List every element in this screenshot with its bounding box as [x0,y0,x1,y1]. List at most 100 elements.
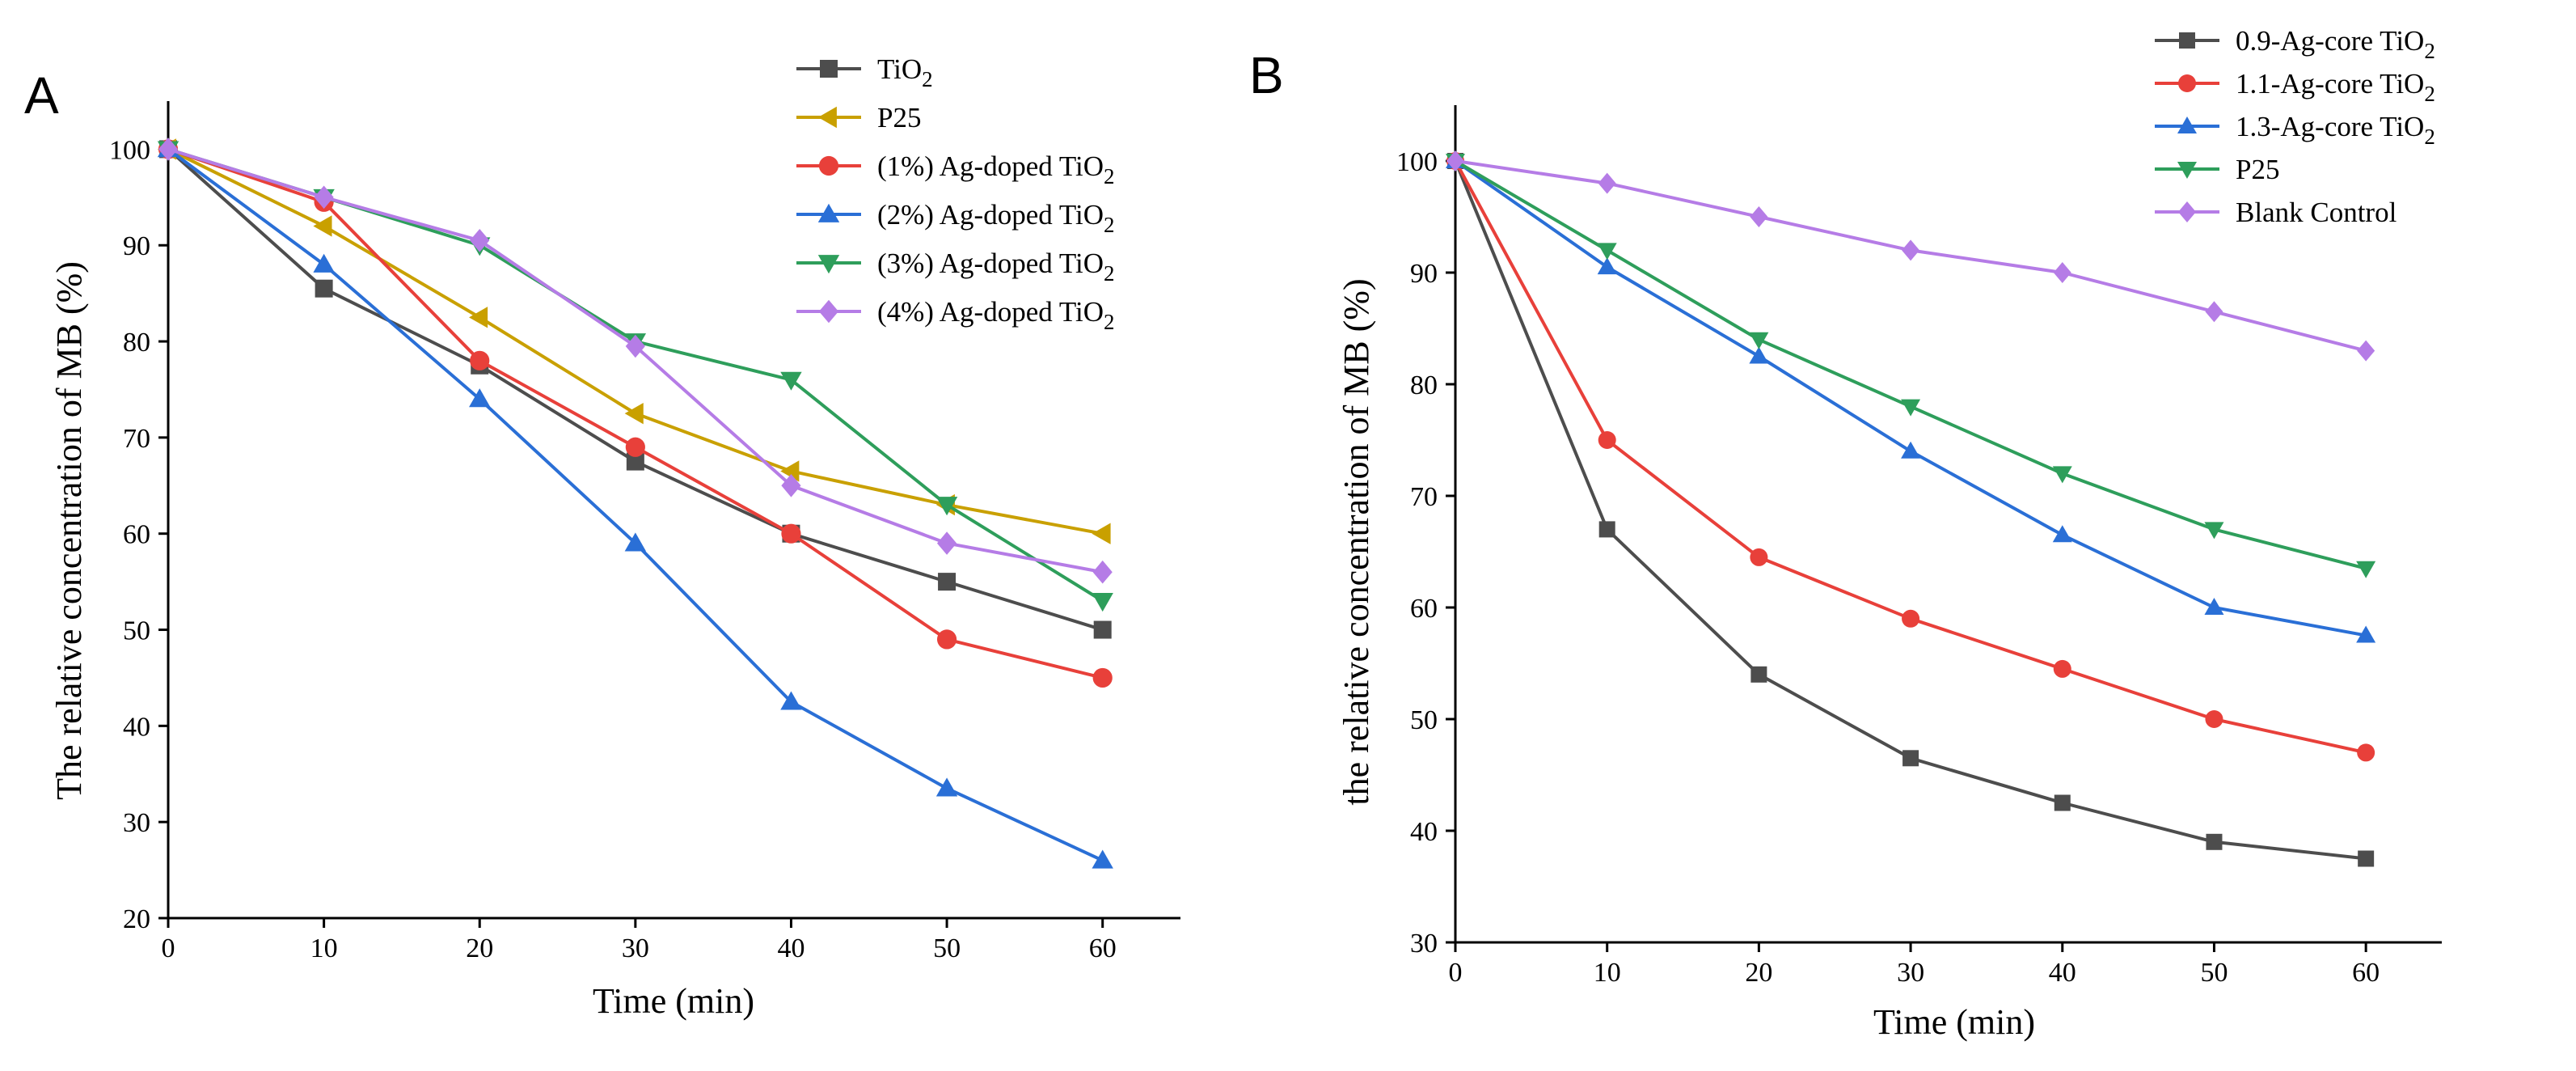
data-point [780,691,802,710]
y-tick-label: 80 [123,328,150,358]
legend-item-b-0: 0.9-Ag-core TiO2 [2155,25,2435,63]
data-point [1749,332,1769,349]
data-point [625,437,645,457]
data-point [1092,523,1111,544]
legend-label-subscript: 2 [1104,310,1115,334]
data-point [1092,560,1113,584]
data-point [2204,598,2224,615]
data-point [781,473,801,497]
legend-marker [2179,32,2195,49]
data-point [780,460,800,482]
data-point [2205,301,2223,323]
y-tick-label: 50 [123,616,150,646]
data-point [1749,346,1769,364]
x-tick-label: 40 [777,933,804,963]
data-point [781,523,801,544]
x-tick-label: 10 [310,933,338,963]
data-point [2052,525,2072,543]
x-axis-title-b: Time (min) [1873,1002,2035,1042]
legend-label-subscript: 2 [1104,164,1115,188]
legend-marker [2177,116,2197,133]
legend-label-subscript: 2 [922,67,933,91]
y-tick-label: 20 [123,904,150,934]
data-point [1901,399,1921,417]
data-point [314,185,334,210]
data-point [2204,522,2224,540]
x-tick-label: 40 [2049,958,2076,988]
y-tick-label: 60 [123,520,150,550]
panel-b: B Time (min) the relative concentration … [1249,25,2442,1042]
legend-label-text: 0.9-Ag-core TiO [2236,25,2424,57]
x-axis-title-a: Time (min) [593,981,754,1021]
panel-a: A Time (min) The relative concentration … [24,53,1180,1021]
panel-label-b: B [1249,46,1284,104]
data-point [2205,710,2223,728]
data-point [1092,592,1113,612]
data-point [2053,659,2071,678]
data-point [158,138,179,161]
legend-label-text: P25 [2236,154,2279,185]
series-b-4 [1446,150,2375,362]
data-point [2357,743,2375,762]
data-point [2054,794,2071,811]
legend-item-a-2: (1%) Ag-doped TiO2 [796,150,1115,188]
legend-label: Blank Control [2236,197,2397,228]
data-point [313,215,332,237]
data-point [2053,262,2071,283]
panel-label-a: A [24,66,59,125]
data-point [1092,849,1113,869]
y-tick-label: 40 [123,712,150,742]
legend-label: 0.9-Ag-core TiO2 [2236,25,2435,63]
data-point [313,253,335,273]
x-tick-label: 10 [1594,958,1621,988]
data-point [470,350,490,370]
data-point [1598,521,1615,538]
data-point [2358,850,2375,867]
legend-label-text: (3%) Ag-doped TiO [877,248,1104,279]
y-tick-label: 30 [123,808,150,838]
y-tick-label: 60 [1410,594,1438,624]
data-point [1902,609,1920,628]
data-point [938,573,956,591]
legend-marker [820,60,838,78]
legend-label-text: (4%) Ag-doped TiO [877,296,1104,328]
x-tick-label: 60 [1089,933,1117,963]
legend-label-subscript: 2 [2424,82,2435,106]
legend-label-subscript: 2 [1104,261,1115,286]
legend-label-text: (1%) Ag-doped TiO [877,150,1104,182]
legend-marker [817,106,837,129]
legend-item-b-4: Blank Control [2155,197,2397,228]
data-point [469,388,491,408]
data-point [935,777,958,797]
legend-item-b-3: P25 [2155,154,2279,185]
legend-label-text: 1.1-Ag-core TiO [2236,68,2424,99]
series-a-5 [158,138,1113,584]
data-point [2206,833,2223,850]
series-b-0 [1447,153,2375,867]
y-axis-title-a: The relative concentration of MB (%) [49,261,89,800]
data-point [1597,243,1617,260]
data-point [470,228,490,252]
legend-marker [817,255,840,274]
x-tick-label: 30 [622,933,649,963]
data-point [624,532,647,552]
legend-item-a-1: P25 [796,102,921,133]
y-tick-label: 40 [1410,817,1438,847]
data-point [1598,431,1616,449]
legend-label: 1.3-Ag-core TiO2 [2236,111,2435,149]
y-tick-label: 90 [1410,259,1438,289]
y-axis-title-b: the relative concentration of MB (%) [1337,278,1376,805]
legend-label-text: TiO [877,53,922,85]
legend-marker [818,299,839,324]
x-tick-label: 50 [2200,958,2228,988]
legend-label-subscript: 2 [2424,39,2435,63]
y-tick-label: 50 [1410,705,1438,735]
series-line [1454,159,2367,637]
data-point [626,452,644,471]
axes-b: 0 10 20 30 40 50 60 30 40 50 60 70 80 90 100 [1396,105,2442,988]
data-point [2357,340,2375,362]
axes-a: 0 10 20 30 40 50 60 20 30 40 50 60 70 80 90 100 [109,101,1180,963]
data-point [625,334,645,358]
series-b-2 [1446,151,2376,643]
